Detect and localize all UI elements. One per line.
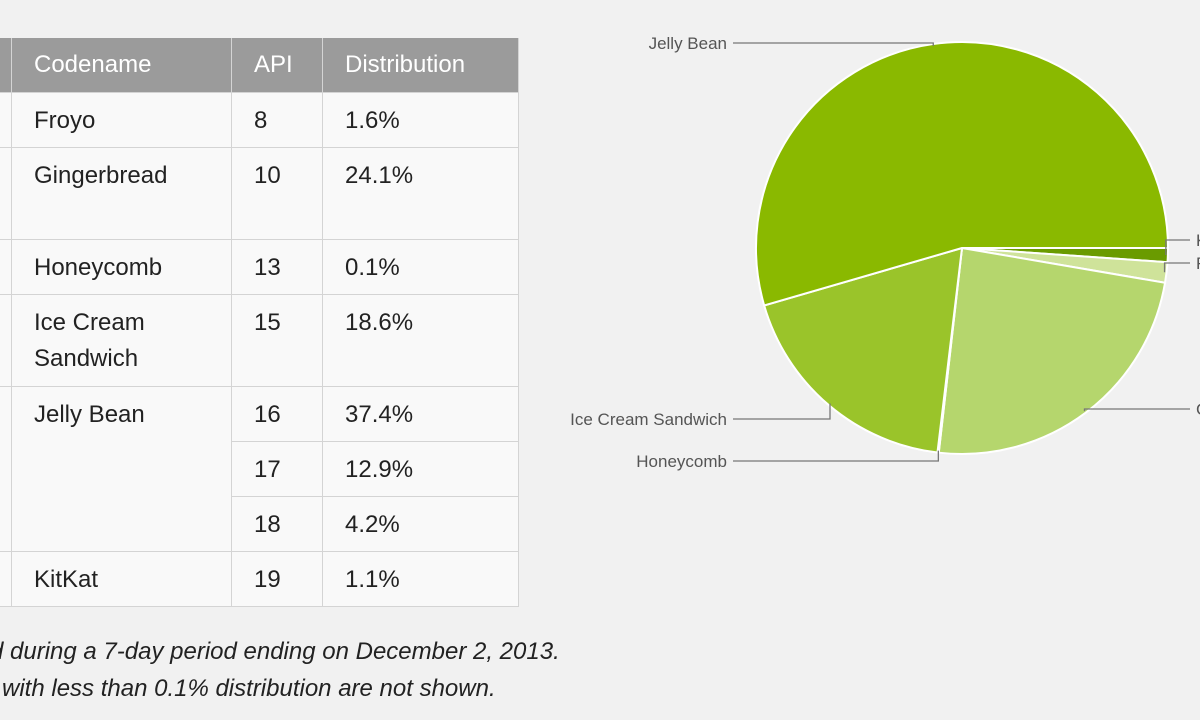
distribution-cell: 4.2% [322, 496, 519, 552]
leader-line [1163, 262, 1190, 273]
distribution-cell: 1.6% [322, 92, 519, 148]
table-header-row: Codename API Distribution [0, 38, 519, 93]
codename-cell: Jelly Bean [11, 386, 232, 552]
header-codename: Codename [11, 38, 232, 93]
leader-line [733, 403, 831, 420]
api-cell: 19 [231, 551, 323, 607]
table-row: Honeycomb 13 0.1% [0, 239, 519, 295]
codename-cell: Ice Cream Sandwich [11, 294, 232, 387]
pie-label-honeycomb: Honeycomb [636, 452, 727, 471]
api-cell: 15 [231, 294, 323, 387]
leader-line [733, 450, 939, 462]
api-cell: 18 [231, 496, 323, 552]
codename-cell: Honeycomb [11, 239, 232, 295]
pie-label-froyo: F [1196, 254, 1200, 273]
table-row: Jelly Bean 16 37.4% [0, 386, 519, 552]
distribution-table: Codename API Distribution Froyo 8 1.6% G… [0, 38, 519, 607]
distribution-cell: 18.6% [322, 294, 519, 387]
pie-label-gingerbread: G [1196, 400, 1200, 419]
table-row: Froyo 8 1.6% [0, 92, 519, 148]
api-cell: 8 [231, 92, 323, 148]
distribution-cell: 37.4% [322, 386, 519, 442]
footnote-threshold: ns with less than 0.1% distribution are … [0, 675, 496, 702]
leader-line [733, 42, 934, 47]
table-row: Ice Cream Sandwich 15 18.6% [0, 294, 519, 387]
distribution-cell: 12.9% [322, 441, 519, 497]
pie-label-ice-cream-sandwich: Ice Cream Sandwich [570, 410, 727, 429]
leader-line [1083, 408, 1190, 412]
table-row: Gingerbread 10 24.1% [0, 147, 519, 240]
distribution-cell: 0.1% [322, 239, 519, 295]
table-row: KitKat 19 1.1% [0, 551, 519, 607]
footnote-period: ted during a 7-day period ending on Dece… [0, 638, 560, 665]
leader-line [1165, 239, 1190, 256]
pie-label-jelly-bean: Jelly Bean [649, 34, 727, 53]
header-api: API [231, 38, 323, 93]
distribution-cell: 24.1% [322, 147, 519, 240]
api-cell: 16 [231, 386, 323, 442]
table-row: 18 4.2% [0, 496, 519, 552]
distribution-cell: 1.1% [322, 551, 519, 607]
header-distribution: Distribution [322, 38, 519, 93]
pie-label-kitkat: K [1196, 231, 1200, 250]
api-cell: 10 [231, 147, 323, 240]
codename-cell: KitKat [11, 551, 232, 607]
pie-slice-gingerbread [937, 246, 1167, 455]
codename-cell: Gingerbread [11, 147, 232, 240]
api-cell: 13 [231, 239, 323, 295]
pie-slice-ice-cream-sandwich [762, 246, 964, 454]
